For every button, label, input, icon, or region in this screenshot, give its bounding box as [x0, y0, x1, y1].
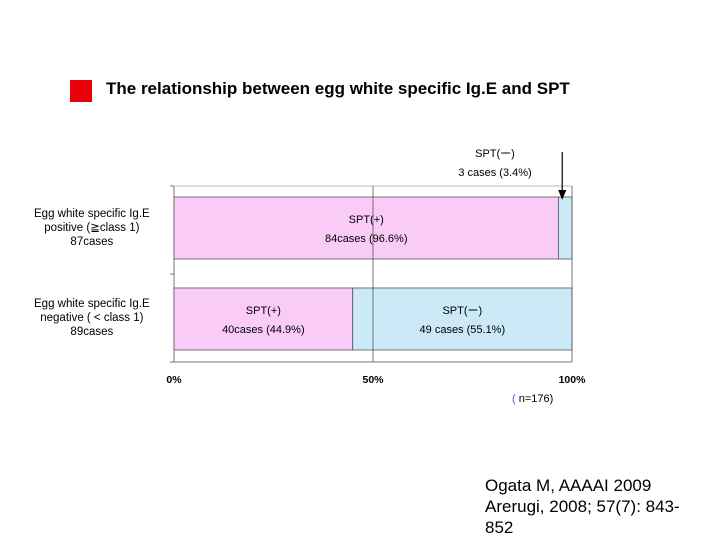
- x-tick-label-2: 100%: [559, 374, 587, 386]
- bar-segment-neg-0: [558, 196, 573, 260]
- data-label-pos-0-count: 84cases (96.6%): [325, 233, 408, 245]
- bar-segment-neg-1: [352, 287, 573, 351]
- annotation-arrow-head: [558, 190, 567, 200]
- data-label-pos-1-count: 40cases (44.9%): [222, 324, 305, 336]
- data-label-pos-0-name: SPT(+): [349, 214, 384, 226]
- sample-size-label: ( n=176): [512, 393, 554, 405]
- title-marker: [70, 80, 92, 102]
- spt-negative-annotation: SPT(ー) 3 cases (3.4%): [458, 148, 532, 179]
- bar-segment-pos-1: [173, 287, 354, 351]
- x-tick-label-0: 0%: [166, 374, 182, 386]
- category-label-negative: Egg white specific Ig.E negative ( < cla…: [34, 298, 150, 338]
- data-label-neg-1-name: SPT(ー): [442, 305, 482, 317]
- citation: Ogata M, AAAAI 2009 Arerugi, 2008; 57(7)…: [485, 476, 680, 537]
- category-label-positive: Egg white specific Ig.E positive (≧class…: [34, 208, 150, 248]
- bar-segment-pos-0: [173, 196, 559, 260]
- data-label-pos-1-name: SPT(+): [246, 305, 281, 317]
- x-tick-label-1: 50%: [362, 374, 384, 386]
- data-label-neg-1-count: 49 cases (55.1%): [420, 324, 506, 336]
- chart-title: The relationship between egg white speci…: [106, 79, 570, 98]
